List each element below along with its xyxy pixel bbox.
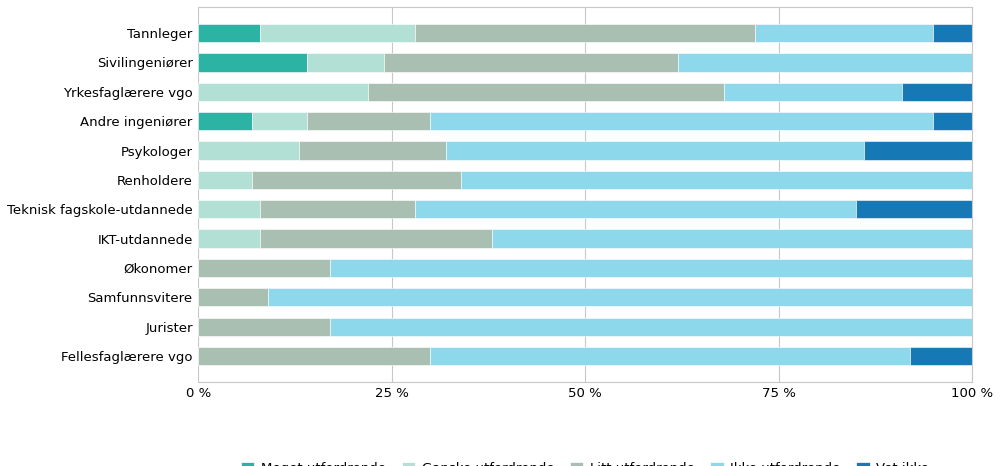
- Bar: [268, 288, 972, 306]
- Bar: [933, 112, 972, 130]
- Bar: [430, 112, 933, 130]
- Bar: [864, 141, 972, 159]
- Bar: [910, 347, 972, 365]
- Bar: [252, 112, 307, 130]
- Bar: [330, 317, 972, 336]
- Bar: [856, 200, 972, 218]
- Bar: [198, 53, 307, 72]
- Bar: [368, 82, 724, 101]
- Bar: [933, 24, 972, 42]
- Bar: [198, 288, 268, 306]
- Bar: [260, 200, 415, 218]
- Bar: [198, 200, 260, 218]
- Bar: [198, 317, 330, 336]
- Bar: [198, 347, 430, 365]
- Bar: [492, 229, 972, 247]
- Bar: [299, 141, 446, 159]
- Bar: [415, 200, 856, 218]
- Bar: [755, 24, 933, 42]
- Bar: [260, 24, 415, 42]
- Bar: [461, 171, 972, 189]
- Bar: [724, 82, 902, 101]
- Bar: [384, 53, 678, 72]
- Bar: [198, 82, 368, 101]
- Bar: [307, 112, 430, 130]
- Bar: [902, 82, 972, 101]
- Bar: [446, 141, 864, 159]
- Bar: [198, 141, 299, 159]
- Bar: [198, 112, 252, 130]
- Bar: [198, 259, 330, 277]
- Bar: [330, 259, 972, 277]
- Bar: [198, 171, 252, 189]
- Bar: [415, 24, 755, 42]
- Legend: Meget utfordrende, Ganske utfordrende, Litt utfordrende, Ikke utfordrende, Vet i: Meget utfordrende, Ganske utfordrende, L…: [236, 456, 934, 466]
- Bar: [307, 53, 384, 72]
- Bar: [678, 53, 972, 72]
- Bar: [252, 171, 461, 189]
- Bar: [430, 347, 910, 365]
- Bar: [198, 229, 260, 247]
- Bar: [260, 229, 492, 247]
- Bar: [198, 24, 260, 42]
